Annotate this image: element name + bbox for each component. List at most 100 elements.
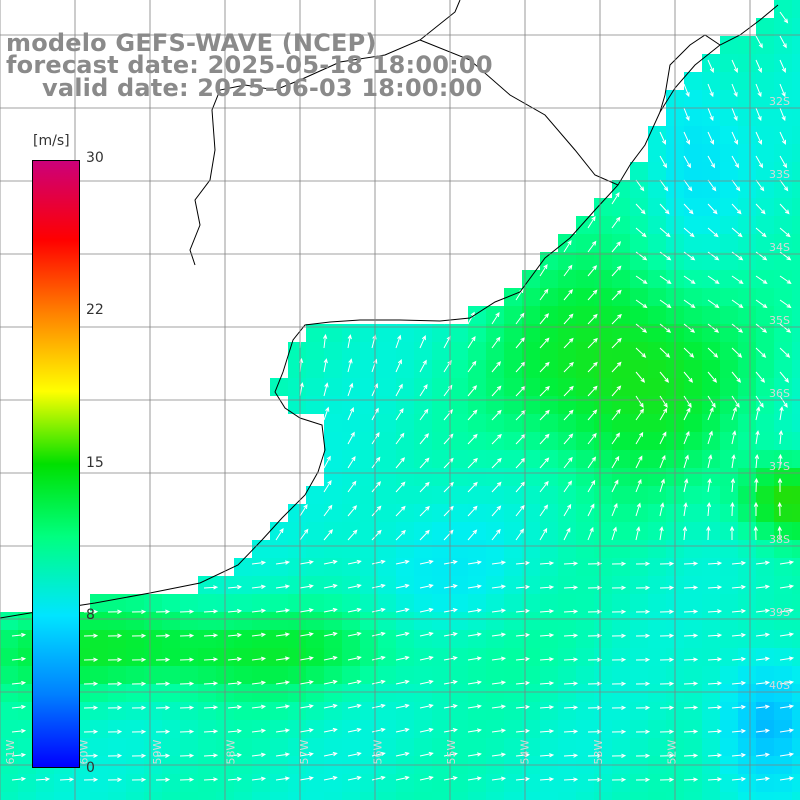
wind-arrow <box>347 407 354 421</box>
wind-arrow <box>491 385 502 397</box>
wind-arrow <box>275 728 291 733</box>
speed-cell <box>468 540 486 558</box>
colorbar-tick-0: 0 <box>86 760 95 776</box>
speed-cell <box>558 702 576 720</box>
speed-cell <box>738 216 756 234</box>
speed-cell <box>612 432 630 450</box>
latitude-label: 35S <box>769 314 790 327</box>
speed-cell <box>126 702 144 720</box>
speed-cell <box>450 792 468 800</box>
speed-cell <box>504 360 522 378</box>
wind-arrow <box>563 585 579 590</box>
speed-cell <box>630 306 648 324</box>
wind-arrow <box>755 656 771 662</box>
wind-arrow <box>563 409 574 421</box>
speed-cell <box>774 504 792 522</box>
wind-arrow <box>563 753 579 758</box>
speed-cell <box>756 684 774 702</box>
speed-cell <box>576 252 594 270</box>
wind-arrow <box>635 502 641 517</box>
speed-cell <box>594 522 612 540</box>
speed-cell <box>504 324 522 342</box>
wind-arrow <box>203 705 219 710</box>
speed-cell <box>720 468 738 486</box>
speed-cell <box>612 594 630 612</box>
wind-arrow <box>515 656 531 662</box>
latitude-label: 36S <box>769 387 790 400</box>
wind-arrow <box>587 361 598 373</box>
wind-arrow <box>683 705 699 710</box>
speed-cell <box>630 270 648 288</box>
speed-cell <box>522 684 540 702</box>
speed-cell <box>594 234 612 252</box>
speed-cell <box>720 396 738 414</box>
longitude-label: 54W <box>519 739 532 764</box>
speed-cell <box>378 738 396 756</box>
wind-arrow <box>419 703 434 709</box>
wind-arrow <box>155 681 171 686</box>
wind-arrow <box>371 655 386 661</box>
wind-arrow <box>731 179 741 192</box>
speed-cell <box>252 702 270 720</box>
wind-arrow <box>587 681 603 686</box>
wind-arrow <box>755 179 765 192</box>
speed-cell <box>306 702 324 720</box>
speed-cell <box>306 612 324 630</box>
wind-arrow <box>611 753 627 758</box>
wind-arrow <box>227 584 243 590</box>
wind-arrow <box>395 505 406 517</box>
wind-arrow <box>203 585 219 590</box>
speed-cell <box>234 612 252 630</box>
wind-arrow <box>707 179 717 192</box>
speed-cell <box>486 540 504 558</box>
wind-arrow <box>491 560 507 565</box>
wind-arrow <box>755 608 771 614</box>
wind-arrow <box>779 406 784 421</box>
speed-cell <box>450 378 468 396</box>
speed-cell <box>720 558 738 576</box>
wind-arrow <box>731 406 737 421</box>
speed-cell <box>702 504 720 522</box>
speed-cell <box>504 666 522 684</box>
speed-cell <box>558 774 576 792</box>
speed-cell <box>558 342 576 360</box>
wind-arrow <box>683 107 690 122</box>
speed-cell <box>342 738 360 756</box>
wind-arrow <box>707 251 720 261</box>
wind-arrow <box>179 777 195 782</box>
wind-arrow <box>683 131 690 145</box>
speed-cell <box>504 738 522 756</box>
wind-arrow <box>539 633 555 638</box>
speed-cell <box>396 594 414 612</box>
speed-cell <box>198 594 216 612</box>
speed-cell <box>702 162 720 180</box>
speed-cell <box>576 396 594 414</box>
speed-cell <box>594 378 612 396</box>
speed-cell <box>288 684 306 702</box>
colorbar-tick-30: 30 <box>86 150 104 166</box>
longitude-labels: 61W 60W 59W 58W 57W 56W 55W 54W 53W 52W <box>4 739 679 764</box>
speed-cell <box>0 774 18 792</box>
speed-cell <box>342 594 360 612</box>
speed-cell <box>540 306 558 324</box>
speed-cell <box>414 324 432 342</box>
speed-cell <box>630 666 648 684</box>
wind-arrow <box>755 155 763 169</box>
speed-cell <box>432 630 450 648</box>
speed-cell <box>90 612 108 630</box>
speed-cell <box>702 774 720 792</box>
wind-arrow <box>539 729 555 734</box>
wind-arrow <box>635 657 651 662</box>
wind-arrow <box>347 358 353 373</box>
wind-arrow <box>467 728 482 733</box>
speed-cell <box>396 576 414 594</box>
speed-cell <box>360 702 378 720</box>
wind-arrow <box>491 776 507 781</box>
wind-arrow <box>779 227 791 238</box>
speed-cell <box>126 684 144 702</box>
speed-cell <box>324 486 342 504</box>
wind-arrow <box>371 679 386 685</box>
speed-cell <box>432 360 450 378</box>
speed-cell <box>738 72 756 90</box>
speed-cell <box>720 612 738 630</box>
